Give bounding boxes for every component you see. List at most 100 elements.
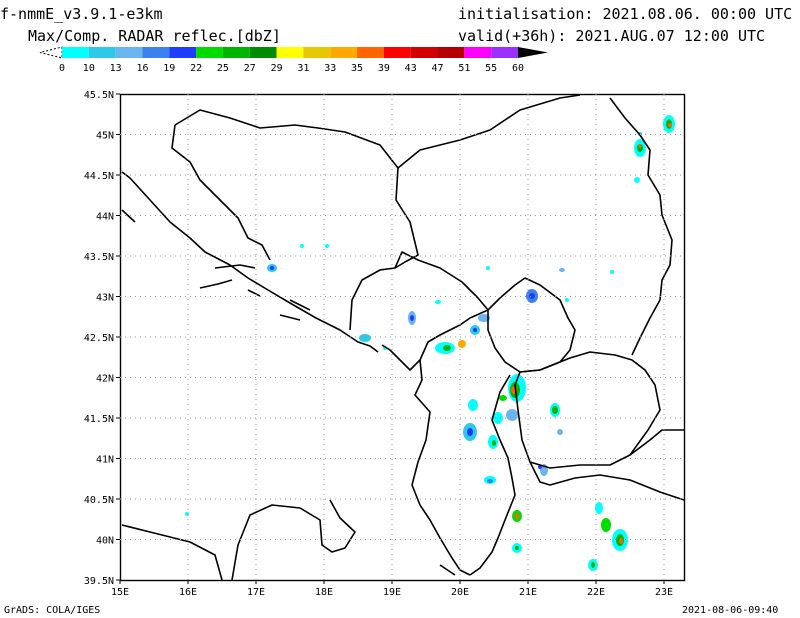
island [279,314,301,321]
colorbar-tick-label: 25 [217,63,229,74]
colorbar-swatch [88,47,116,58]
lon-label: 22E [587,587,605,598]
colorbar-swatch [276,47,304,58]
echo-core [638,144,642,148]
echo [595,502,603,514]
echo [468,399,478,411]
colorbar: 0 10 13 16 19 22 25 27 29 31 33 35 39 43 47 51 55 60 [39,46,548,74]
echo [559,268,565,272]
lat-label: 43.5N [84,252,114,263]
colorbar-tick-label: 35 [351,63,363,74]
echo [601,518,611,532]
border-montenegro [381,251,489,371]
colorbar-tick-label: 39 [378,63,390,74]
product-title: Max/Comp. RADAR reflec.[dbZ] [28,27,281,45]
border-albania-east [469,374,516,576]
border-serbia-bg [631,299,661,356]
echo [610,270,614,274]
lat-label: 39.5N [84,576,114,587]
colorbar-tick-label: 10 [83,63,95,74]
latitude-labels: 45.5N 45N 44.5N 44N 43.5N 43N 42.5N 42N 41.5N 41N… [84,90,114,587]
island [214,264,256,269]
graticule [116,93,684,584]
echo [493,412,503,424]
colorbar-tick-label: 43 [405,63,417,74]
lon-label: 15E [111,587,129,598]
echo-core [668,123,672,127]
colorbar-swatch [491,47,518,58]
echo-core [515,546,519,550]
lon-label: 19E [383,587,401,598]
colorbar-tick-label: 47 [432,63,444,74]
lat-label: 41.5N [84,414,114,425]
init-value: 2021.08.06. 00:00 UTC [602,5,793,23]
footer-timestamp: 2021-08-06-09:40 [682,605,779,616]
lat-label: 45N [96,131,114,142]
lat-label: 40N [96,536,114,547]
colorbar-swatch [437,47,465,58]
colorbar-swatch [142,47,170,58]
colorbar-tick-label: 29 [271,63,283,74]
border-bulgaria [629,429,684,456]
colorbar-tick-label: 13 [110,63,122,74]
init-time: initialisation: 2021.08.06. 00:00 UTC [458,6,792,22]
echo [435,300,441,304]
lat-label: 44.5N [84,171,114,182]
colorbar-swatch [464,47,492,58]
lon-label: 20E [451,587,469,598]
coastline-istria [121,209,136,223]
echo-core [529,293,535,299]
border-macedonia [514,351,661,469]
echo-core [270,266,274,270]
echo [486,266,490,270]
border-bosnia [174,109,419,331]
island-corfu [439,564,456,576]
echo-core [619,538,623,544]
echo-core [467,428,473,436]
echo [499,395,507,401]
longitude-labels: 15E 16E 17E 18E 19E 20E 21E 22E 23E [111,587,673,598]
boundaries [121,94,685,581]
echo [565,298,569,302]
lat-label: 43N [96,293,114,304]
echo [634,177,640,183]
colorbar-swatch [222,47,250,58]
colorbar-swatch [357,47,384,58]
echo-core [410,315,414,321]
lat-label: 41N [96,455,114,466]
footer-credit: GrADS: COLA/IGES [4,605,101,616]
lat-label: 44N [96,212,114,223]
echo [359,334,371,342]
echo-core [591,562,595,568]
lon-label: 18E [315,587,333,598]
lat-label: 42N [96,374,114,385]
colorbar-swatch [303,47,331,58]
colorbar-swatch [169,47,197,58]
model-title: f-nmmE_v3.9.1-e3km [0,5,163,23]
valid-label: valid(+36h): [458,27,567,45]
valid-value: 2021.AUG.07 12:00 UTC [575,27,766,45]
border-albania-coast [411,359,471,576]
colorbar-tick-label: 27 [244,63,256,74]
colorbar-tick-label: 51 [458,63,470,74]
island [247,289,261,297]
colorbar-tick-label: 19 [163,63,175,74]
lat-label: 40.5N [84,495,114,506]
echo [325,244,329,248]
echo [478,314,490,322]
reflectivity-layer [185,115,675,571]
colorbar-swatch [330,47,358,58]
colorbar-tick-label: 16 [136,63,148,74]
lat-label: 45.5N [84,90,114,101]
echo [506,409,518,421]
border-bosnia-west [171,124,271,261]
lon-label: 23E [655,587,673,598]
colorbar-tick-label: 60 [512,63,524,74]
coastline-croatia [121,171,379,353]
island [289,299,311,311]
echo-core [443,345,451,351]
echo [557,429,563,435]
echo-core [552,406,558,414]
colorbar-swatch [383,47,411,58]
lat-label: 42.5N [84,333,114,344]
